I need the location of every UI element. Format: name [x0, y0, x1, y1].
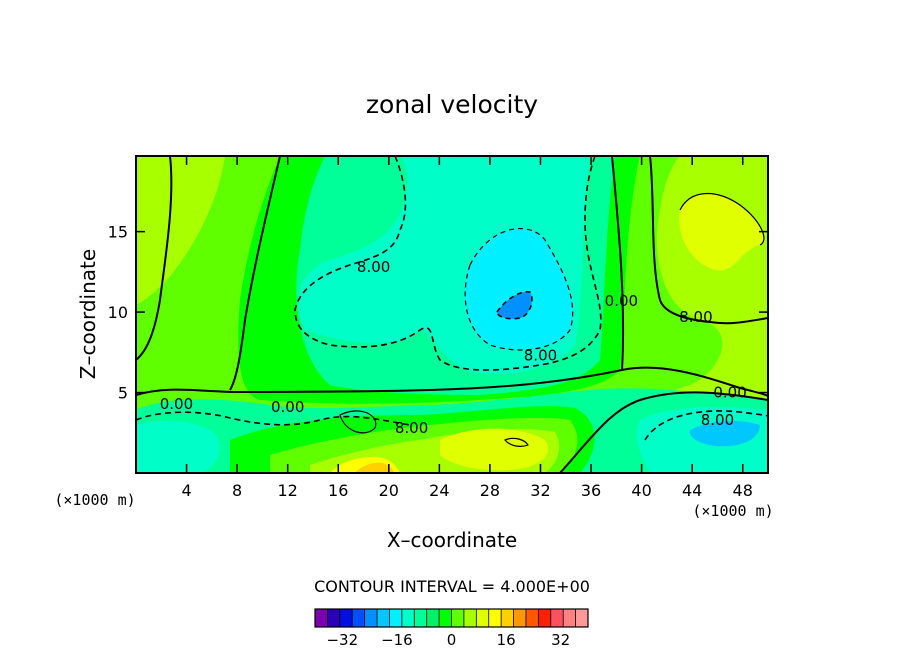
contour-line-neg8-lower-right	[644, 410, 768, 441]
colorbar-swatch	[352, 609, 365, 627]
colorbar-tick-label: 32	[551, 631, 570, 649]
contour-line-neg8-lower	[136, 411, 411, 426]
colorbar-swatch	[550, 609, 564, 627]
colorbar-frame	[314, 608, 589, 628]
colorbar-swatch	[563, 609, 576, 627]
x-tick-label: 40	[631, 481, 651, 500]
field-region-upper-right-yellow	[679, 193, 764, 271]
x-tick-label: 16	[328, 481, 348, 500]
colorbar-swatch	[439, 609, 452, 627]
x-tick-label: 8	[232, 481, 242, 500]
colorbar-swatch	[488, 609, 502, 627]
contour-labels: 8.00 0.00 8.00 8.00 0.00 0.00 0.00 8.00 8.00	[160, 258, 747, 437]
colorbar-swatch	[476, 609, 490, 627]
field-region-blue-core	[497, 291, 532, 319]
contour-lines	[136, 156, 768, 473]
colorbar-tick-label: 0	[447, 631, 457, 649]
field-region-lower-orange	[355, 462, 395, 473]
contour-label: 8.00	[524, 347, 557, 365]
colorbar-swatch	[463, 609, 477, 627]
colorbar-swatch	[339, 609, 353, 627]
colorbar-swatch	[364, 609, 378, 627]
field-region-cyan	[465, 228, 573, 350]
x-tick-label: 36	[581, 481, 601, 500]
y-tick-label: 5	[118, 384, 128, 403]
contour-line-zero-center-right	[611, 156, 625, 371]
x-tick-label: 4	[181, 481, 191, 500]
colorbar-tick-label: −16	[381, 631, 413, 649]
x-axis-label: X–coordinate	[387, 528, 517, 552]
contour-label: 8.00	[357, 258, 390, 276]
contour-label: 8.00	[395, 419, 428, 437]
colorbar-swatch	[451, 609, 465, 627]
contour-line-pos8-bottom-center	[504, 437, 529, 447]
field-region-lower-right-blue	[689, 420, 760, 447]
contour-line-zero-center-left	[229, 156, 281, 391]
colorbar-swatch	[315, 609, 328, 627]
colorbar-swatch	[389, 609, 403, 627]
colorbar-swatch	[538, 609, 552, 627]
chart-title: zonal velocity	[366, 90, 538, 119]
colorbar-swatch	[377, 609, 390, 627]
x-unit-left: (×1000 m)	[54, 491, 135, 509]
colorbar-swatch	[401, 609, 415, 627]
y-tick-label: 15	[108, 223, 128, 242]
x-tick-label: 28	[480, 481, 500, 500]
contour-line-zero-lower	[136, 366, 768, 397]
filled-contours	[136, 156, 768, 473]
x-tick-label: 32	[530, 481, 550, 500]
x-tick-label: 20	[379, 481, 399, 500]
contour-label: 0.00	[160, 395, 193, 413]
contour-line-zero-bottom	[559, 391, 768, 473]
x-tick-label: 44	[682, 481, 702, 500]
contour-interval-label: CONTOUR INTERVAL = 4.000E+00	[314, 577, 590, 596]
contour-line-pos8-right-top	[679, 192, 765, 246]
contour-line-neg8-center	[294, 156, 602, 371]
colorbar: −32 −16 0 16 32	[314, 608, 589, 649]
x-tick-label: 12	[278, 481, 298, 500]
x-unit-right: (×1000 m)	[692, 502, 773, 520]
colorbar-swatch	[501, 609, 514, 627]
contour-line-neg24-core	[496, 290, 533, 320]
contour-line-zero-left	[136, 156, 173, 361]
plot-frame	[135, 155, 769, 474]
contour-label: 8.00	[701, 411, 734, 429]
field-region-lower-left-cyan	[136, 420, 220, 473]
colorbar-swatch	[575, 609, 589, 627]
colorbar-swatch	[525, 609, 539, 627]
contour-line-neg16-inner	[464, 227, 574, 351]
y-axis-label: Z–coordinate	[76, 249, 100, 379]
x-tick-label: 48	[733, 481, 753, 500]
colorbar-tick-label: −32	[326, 631, 358, 649]
contour-label: 0.00	[713, 384, 746, 402]
colorbar-swatch	[327, 609, 341, 627]
colorbar-swatch	[414, 609, 427, 627]
y-tick-label: 10	[108, 303, 128, 322]
contour-label: 8.00	[679, 308, 712, 326]
x-tick-label: 24	[429, 481, 449, 500]
contour-label: 0.00	[605, 292, 638, 310]
contour-line-zero-right	[649, 156, 768, 325]
contour-label: 0.00	[271, 398, 304, 416]
colorbar-swatch	[426, 609, 440, 627]
colorbar-tick-label: 16	[497, 631, 516, 649]
field-region-left-top	[136, 156, 225, 305]
colorbar-swatch	[513, 609, 527, 627]
contour-line-pos8-lower	[339, 410, 377, 434]
